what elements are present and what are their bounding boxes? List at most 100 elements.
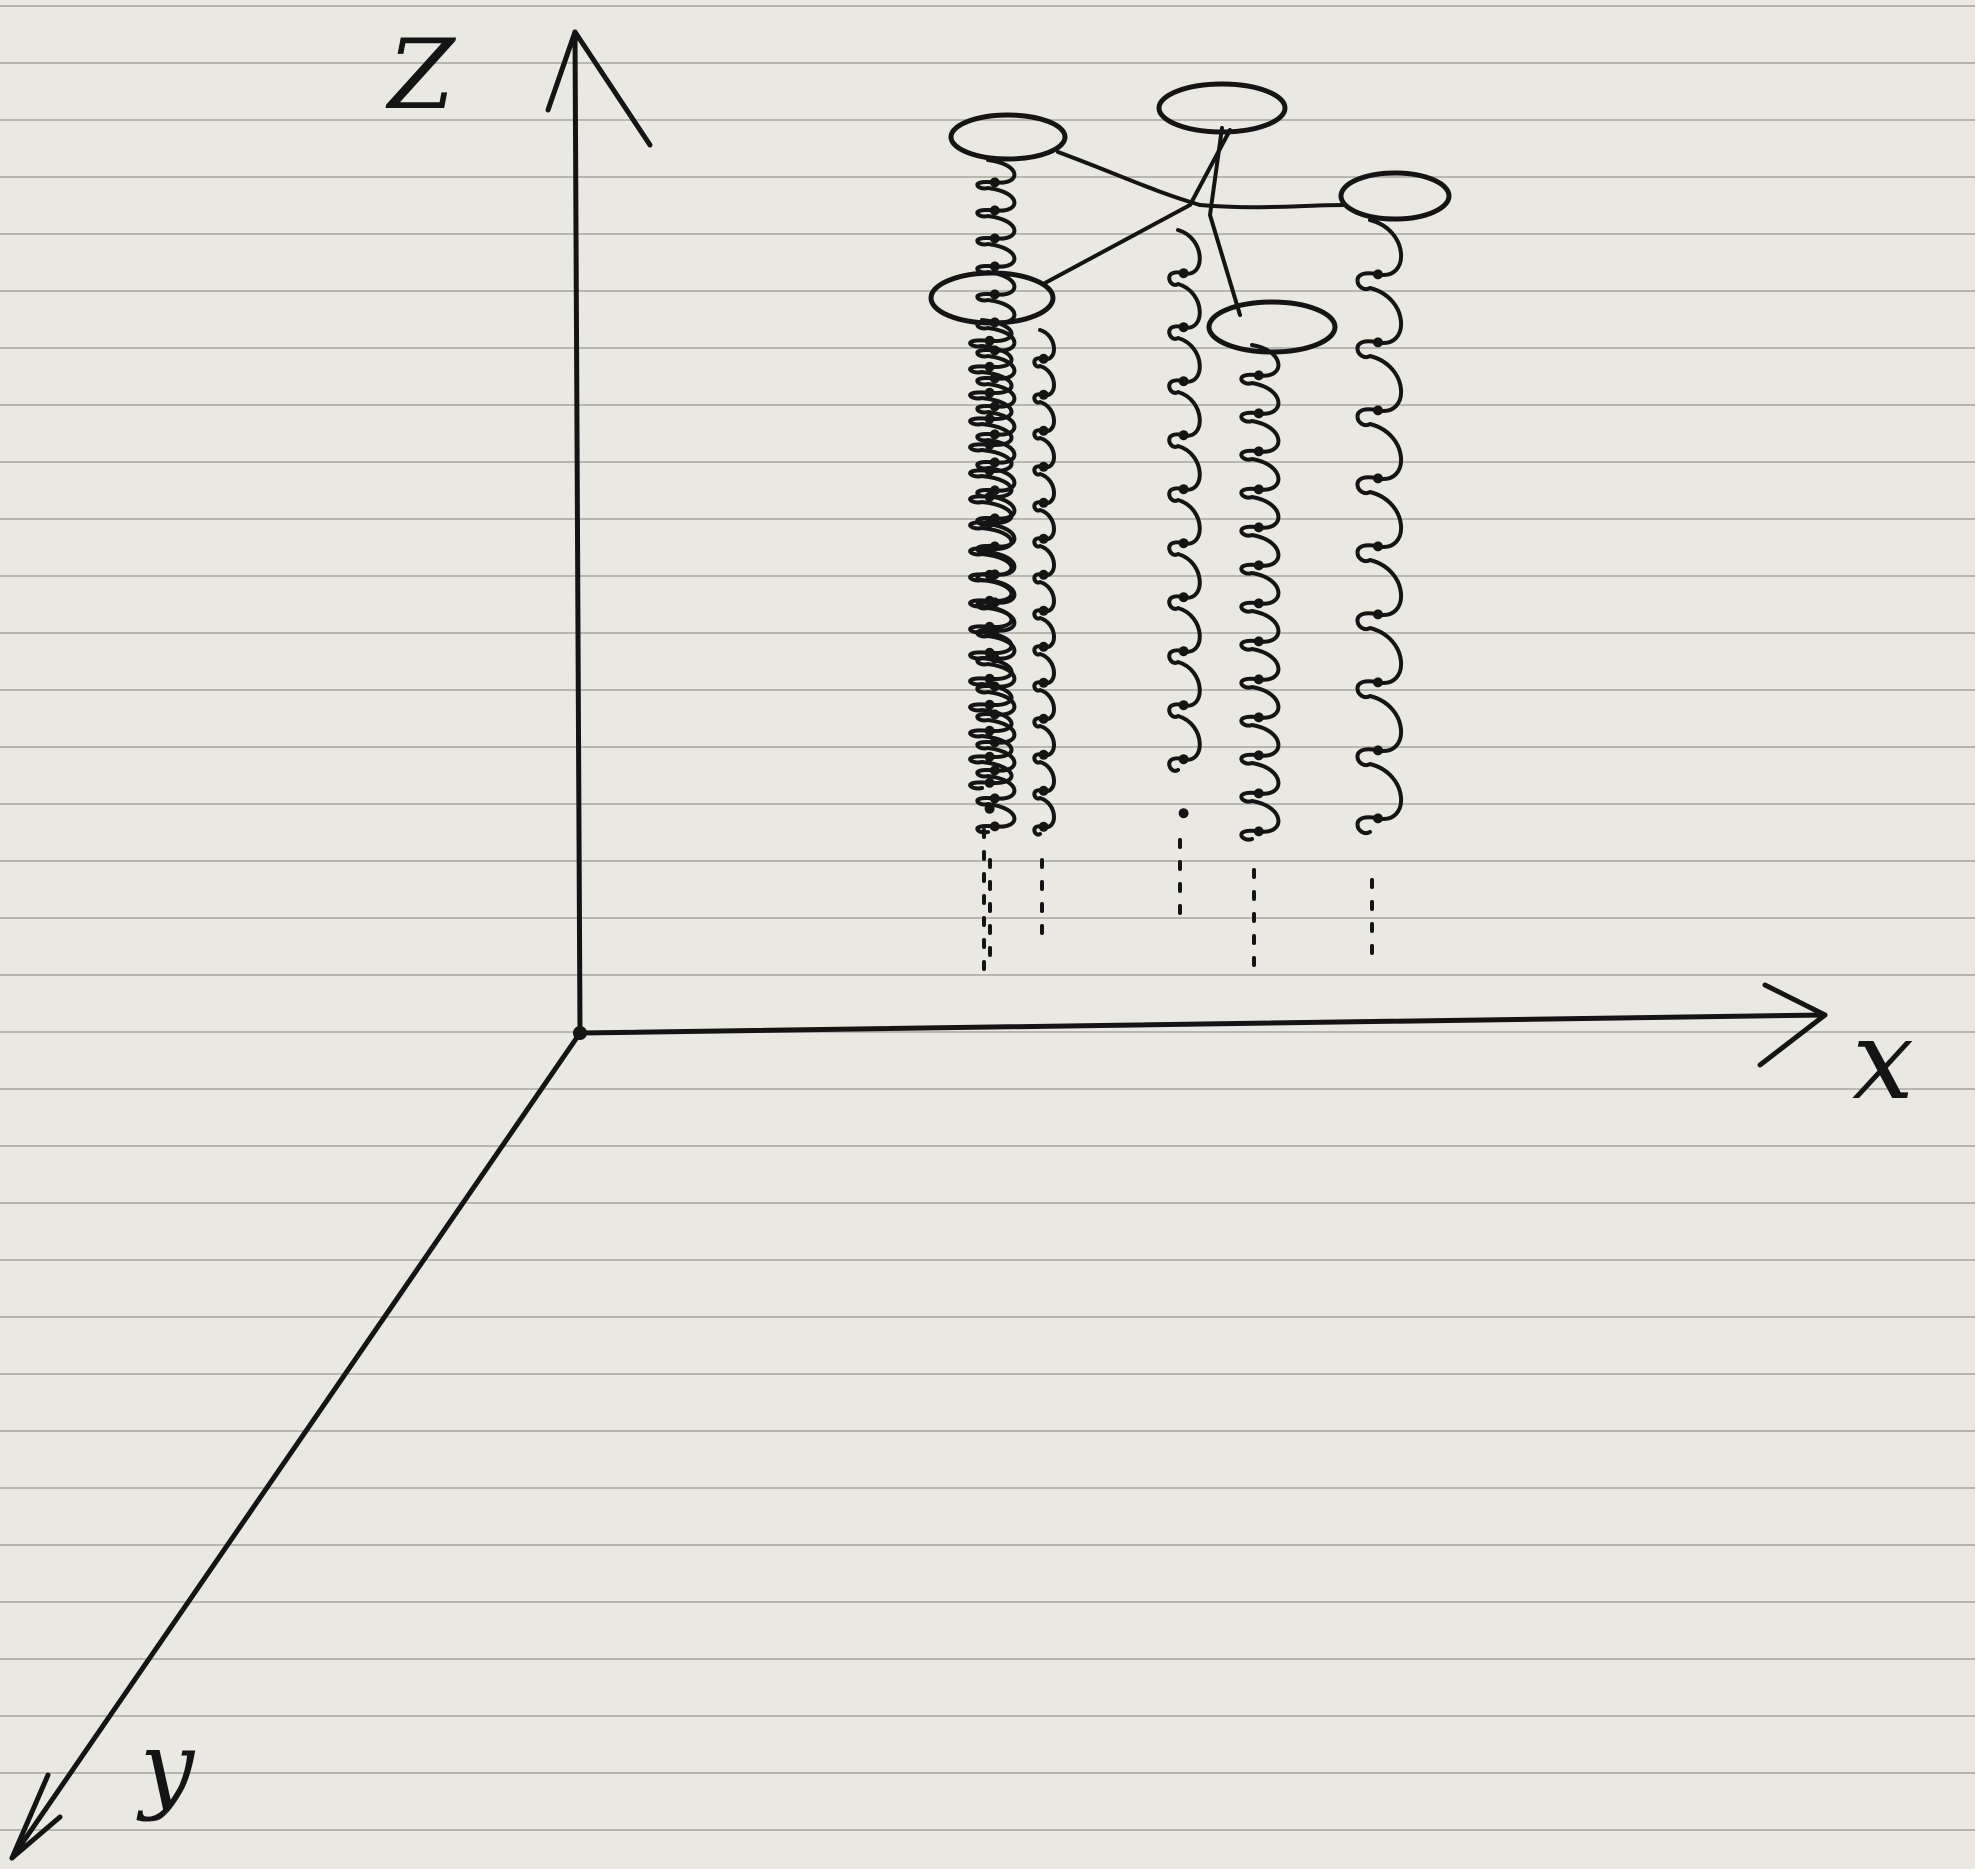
y-axis-arrowhead-upper xyxy=(9,1814,63,1861)
axes xyxy=(9,29,1828,1861)
z-axis-label: Z xyxy=(385,19,457,131)
coil-knot xyxy=(984,569,995,580)
coil-knot xyxy=(1373,745,1383,756)
coil-front-left xyxy=(968,318,1014,791)
y-axis-arrowhead-lower xyxy=(9,1772,51,1861)
coil-knot xyxy=(1253,484,1264,495)
coil-knot xyxy=(984,647,995,658)
coil-knot xyxy=(1038,533,1049,544)
coil-knot xyxy=(984,595,995,606)
coil-knot xyxy=(1253,408,1264,419)
coil-knot xyxy=(984,335,995,346)
coil-knot xyxy=(984,387,995,398)
coil-knot xyxy=(1178,592,1189,603)
coil-knot xyxy=(1178,754,1189,765)
coil-knot xyxy=(1038,713,1049,724)
x-axis-line xyxy=(577,1012,1828,1036)
coil-knot xyxy=(989,289,1000,300)
coil-knot xyxy=(989,177,1000,188)
coil-knot xyxy=(1253,788,1264,799)
coil-knot xyxy=(1178,700,1189,711)
coil-knot xyxy=(989,233,1000,244)
coil-knot xyxy=(1038,569,1049,580)
coil-knot xyxy=(984,777,995,788)
coil-knot xyxy=(984,621,995,632)
coil-knot xyxy=(1178,268,1189,279)
coil-knot xyxy=(1373,813,1383,824)
coil-knot xyxy=(984,465,995,476)
coil-knot xyxy=(984,803,995,814)
coil-knot xyxy=(1253,370,1264,381)
coil-knot xyxy=(1038,425,1049,436)
z-axis-arrowhead-right xyxy=(572,29,653,148)
coil-knot xyxy=(1373,541,1383,552)
coil-knot xyxy=(989,261,1000,272)
coil-knot xyxy=(984,517,995,528)
coil-knot xyxy=(1178,646,1189,657)
coil-knot xyxy=(984,361,995,372)
coil-knot xyxy=(984,491,995,502)
coil-knot xyxy=(984,439,995,450)
coil-knot xyxy=(1253,712,1264,723)
coil-front-left-inner xyxy=(1032,328,1056,837)
coil-knot xyxy=(1178,484,1189,495)
coil-knot xyxy=(984,699,995,710)
ring-back-right xyxy=(1338,170,1452,222)
coil-knot xyxy=(1038,389,1049,400)
coil-knot xyxy=(1253,598,1264,609)
origin-point xyxy=(573,1026,587,1040)
x-axis-label: x xyxy=(1852,996,1914,1124)
coil-knot xyxy=(1038,749,1049,760)
coil-knot xyxy=(1253,446,1264,457)
coil-knot xyxy=(989,429,1000,440)
coil-knot xyxy=(1373,609,1383,620)
coil-knot xyxy=(984,413,995,424)
connecting-strands xyxy=(1043,126,1347,317)
coil-knot xyxy=(1253,750,1264,761)
coil-knot xyxy=(989,793,1000,804)
coil-knot xyxy=(989,401,1000,412)
coil-knot xyxy=(1373,473,1383,484)
coil-knot xyxy=(984,725,995,736)
z-axis-line xyxy=(572,29,583,1036)
coil-knot xyxy=(984,543,995,554)
coil-knot xyxy=(1373,337,1383,348)
coil-knot xyxy=(989,821,1000,832)
strand-middle-to-front-middle xyxy=(1208,126,1242,317)
coil-knot xyxy=(1253,826,1264,837)
coil-knot xyxy=(989,205,1000,216)
coil-knot xyxy=(1038,785,1049,796)
coil-knot xyxy=(1373,677,1383,688)
coil-knot xyxy=(1038,821,1049,832)
x-axis-arrowhead xyxy=(1757,982,1828,1068)
ring-back-left xyxy=(948,112,1068,162)
coil-knot xyxy=(989,457,1000,468)
coil-knot xyxy=(1253,674,1264,685)
coil-knot xyxy=(1373,269,1383,280)
coil-knot xyxy=(1253,636,1264,647)
y-axis-line xyxy=(9,1030,583,1861)
coil-knot xyxy=(984,751,995,762)
coil-knot xyxy=(1178,538,1189,549)
coil-knot xyxy=(1038,677,1049,688)
strand-center-to-right xyxy=(1198,203,1347,210)
coil-knot xyxy=(984,673,995,684)
coil-knot xyxy=(1178,376,1189,387)
coil-knot xyxy=(1178,322,1189,333)
coil-knot xyxy=(1038,353,1049,364)
coil-group xyxy=(968,158,1403,971)
coil-knot xyxy=(1038,605,1049,616)
coil-knot xyxy=(1253,560,1264,571)
coil-knot xyxy=(1253,522,1264,533)
coil-knot xyxy=(1178,430,1189,441)
coil-knot xyxy=(1038,461,1049,472)
coil-knot xyxy=(1178,808,1189,819)
coil-knot xyxy=(1373,405,1383,416)
strand-left-to-center xyxy=(1056,150,1202,207)
coil-knot xyxy=(1038,641,1049,652)
coil-back-middle xyxy=(1167,228,1202,773)
coil-knot xyxy=(1038,497,1049,508)
coil-knot xyxy=(989,765,1000,776)
